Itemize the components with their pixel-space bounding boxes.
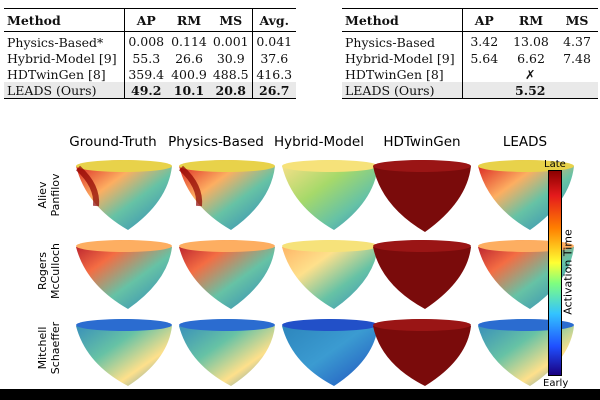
heart-mesh-image xyxy=(179,319,275,386)
table1-value-cell: 359.4 xyxy=(123,66,168,82)
table2-header-ap: AP xyxy=(461,8,506,32)
figure-row-label: Rogers McCulloch xyxy=(36,235,62,307)
table2-header-rm: RM xyxy=(506,8,556,32)
table-row: Hybrid-Model [9] 5.64 6.62 7.48 xyxy=(342,50,598,66)
table2-method-cell: HDTwinGen [8] xyxy=(345,66,444,82)
table-row: HDTwinGen [8] ✗ xyxy=(342,66,598,82)
table-row: LEADS (Ours) 5.52 xyxy=(342,82,598,99)
table1-method-cell: Hybrid-Model [9] xyxy=(7,50,117,66)
heart-mesh-image xyxy=(179,240,275,309)
figure-row-label: Mitchell Schaeffer xyxy=(36,312,62,384)
table1-header-method: Method xyxy=(4,8,124,32)
figure-column-header: HDTwinGen xyxy=(383,134,461,150)
figure-column-header: Physics-Based xyxy=(168,134,264,150)
table1-value-cell: 488.5 xyxy=(212,66,249,82)
heart-mesh-image xyxy=(76,240,172,309)
heart-mesh-image xyxy=(478,319,574,386)
table1-value-cell: 20.8 xyxy=(210,82,252,99)
table1-method-cell: Physics-Based* xyxy=(7,34,104,50)
results-table-2: Method AP RM MS Physics-Based 3.42 13.08… xyxy=(342,8,598,99)
table-row: Physics-Based* 0.008 0.114 0.001 0.041 xyxy=(4,31,296,50)
table2-method-cell: LEADS (Ours) xyxy=(342,82,462,99)
table2-value-cell: 3.42 xyxy=(461,31,506,50)
colorbar-early-label: Early xyxy=(543,378,569,389)
table1-value-cell: 30.9 xyxy=(216,50,245,66)
bottom-edge-bar xyxy=(0,389,600,400)
colorbar xyxy=(548,170,562,376)
row-label-line: Mitchell xyxy=(36,326,49,370)
colorbar-title-text: Activation Time xyxy=(561,229,575,315)
heart-mesh-image xyxy=(373,160,471,232)
table1-value-cell: 37.6 xyxy=(251,50,296,66)
heart-mesh-image xyxy=(373,319,471,386)
table1-value-cell: 49.2 xyxy=(123,82,168,99)
table1-value-cell: 0.041 xyxy=(251,31,296,50)
table1-value-cell: 26.7 xyxy=(251,82,296,99)
table1-value-cell: 0.008 xyxy=(123,31,168,50)
table1-header-ap: AP xyxy=(123,8,168,32)
table2-merged-cell: ✗ xyxy=(461,66,598,82)
row-label-line: Schaeffer xyxy=(49,321,62,375)
row-label-line: McCulloch xyxy=(49,242,62,300)
table-row: Hybrid-Model [9] 55.3 26.6 30.9 37.6 xyxy=(4,50,296,66)
table2-merged-cell: 5.52 xyxy=(461,82,598,99)
heart-mesh-image xyxy=(373,240,471,309)
heart-mesh-image xyxy=(178,160,275,230)
table2-method-cell: Physics-Based xyxy=(345,34,436,50)
table2-method-cell: Hybrid-Model [9] xyxy=(345,50,455,66)
colorbar-late-label: Late xyxy=(544,159,566,170)
table-row: Physics-Based 3.42 13.08 4.37 xyxy=(342,31,598,50)
results-table-1: Method AP RM MS Avg. Physics-Based* 0.00… xyxy=(4,8,296,99)
table1-value-cell: 416.3 xyxy=(251,66,296,82)
table1-value-cell: 55.3 xyxy=(123,50,168,66)
heart-mesh-image xyxy=(282,240,378,309)
table2-value-cell: 13.08 xyxy=(513,33,549,49)
table1-header-avg: Avg. xyxy=(251,8,296,32)
table2-header-method: Method xyxy=(342,8,462,32)
table1-value-cell: 0.114 xyxy=(171,33,207,49)
row-label-line: Aliev xyxy=(36,181,49,209)
table1-value-cell: 400.9 xyxy=(171,66,207,82)
table1-value-cell: 0.001 xyxy=(212,33,249,49)
figure-column-header: LEADS xyxy=(502,134,548,150)
table1-value-cell: 10.1 xyxy=(168,82,210,99)
table2-header-ms: MS xyxy=(556,8,598,32)
figure-row-label: Aliev Panfilov xyxy=(36,160,62,230)
heart-mesh-image xyxy=(282,160,378,230)
figure-column-header: Ground-Truth xyxy=(69,134,157,150)
heart-mesh-image xyxy=(75,160,172,230)
table2-value-cell: 4.37 xyxy=(563,33,591,49)
figure-column-header: Hybrid-Model xyxy=(274,134,364,150)
table2-value-cell: 6.62 xyxy=(517,50,545,66)
table1-value-cell: 26.6 xyxy=(175,50,203,66)
row-label-line: Panfilov xyxy=(49,173,62,217)
table1-method-cell: HDTwinGen [8] xyxy=(7,66,106,82)
heart-mesh-image xyxy=(282,319,378,386)
heart-mesh-image xyxy=(76,319,172,386)
table1-method-cell: LEADS (Ours) xyxy=(4,82,124,99)
table-row: LEADS (Ours) 49.2 10.1 20.8 26.7 xyxy=(4,82,296,99)
table1-header-ms: MS xyxy=(210,8,252,32)
table2-value-cell: 7.48 xyxy=(563,50,591,66)
table2-value-cell: 5.64 xyxy=(461,50,506,66)
table1-header-rm: RM xyxy=(168,8,210,32)
row-label-line: Rogers xyxy=(36,252,49,290)
table-row: HDTwinGen [8] 359.4 400.9 488.5 416.3 xyxy=(4,66,296,82)
